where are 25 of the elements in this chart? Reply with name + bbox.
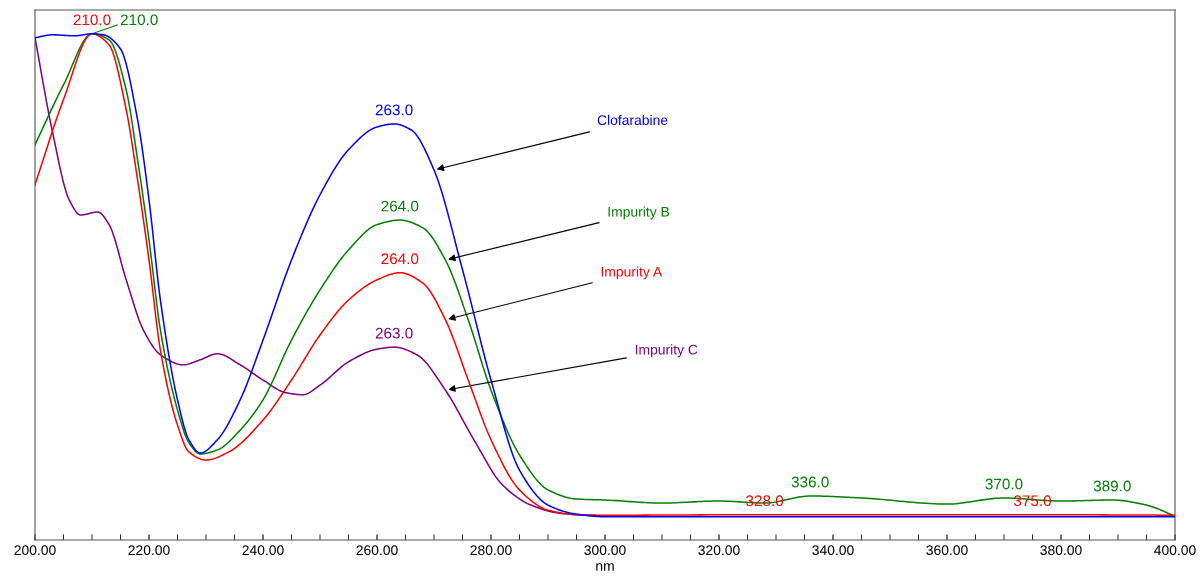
x-tick-label: 380.00 (1040, 545, 1082, 556)
annotation: 263.0 (375, 104, 413, 116)
text: Impurity C (635, 344, 698, 358)
x-tick-label: 260.00 (356, 545, 398, 556)
x-tick-label: 200.00 (14, 545, 56, 556)
x-tick-label: 280.00 (470, 545, 512, 556)
text: Clofarabine (597, 114, 668, 126)
annotation: 389.0 (1093, 480, 1131, 492)
x-tick-label: 400.00 (1154, 545, 1196, 556)
x-tick-label: 340.00 (812, 545, 854, 556)
annotation: 210.0 (120, 14, 158, 26)
annotation: 264.0 (381, 200, 419, 212)
x-tick-label: 320.00 (698, 545, 740, 556)
annotation: 210.0 (73, 14, 111, 26)
x-tick-label: 300.00 (584, 545, 626, 556)
annotation: 263.0 (375, 327, 413, 339)
x-tick-label: 220.00 (128, 545, 170, 556)
annotation: 336.0 (791, 476, 829, 488)
x-tick-label: 240.00 (242, 545, 284, 556)
text: Impurity B (608, 206, 670, 220)
annotation: 370.0 (985, 478, 1023, 490)
x-tick-label: 360.00 (926, 545, 968, 556)
annotation: 264.0 (381, 253, 419, 265)
text: Impurity A (601, 266, 663, 280)
x-axis-title: nm (596, 563, 614, 571)
